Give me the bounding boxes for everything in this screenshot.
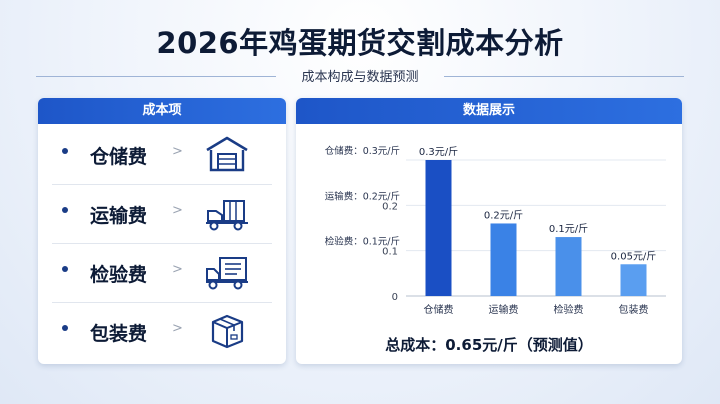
cost-item-label: 包装费: [90, 323, 148, 345]
bar: [490, 223, 517, 296]
x-category-label: 检验费: [554, 303, 584, 316]
bullet: [62, 148, 68, 154]
x-category-label: 仓储费: [424, 303, 454, 316]
package-box-icon: [211, 314, 244, 349]
cost-items-header: 成本项: [38, 98, 286, 124]
cost-item-label: 运输费: [90, 205, 148, 227]
bar-data-label: 0.3元/斤: [419, 146, 458, 158]
data-display-header: 数据展示: [296, 98, 682, 124]
bullet: [62, 207, 68, 213]
bullet: [62, 325, 68, 331]
x-category-label: 包装费: [619, 303, 649, 316]
subtitle-row: 成本构成与数据预测: [36, 66, 684, 86]
forklift-truck-icon: [206, 200, 248, 231]
bar-data-label: 0.05元/斤: [611, 250, 657, 262]
bar-data-label: 0.1元/斤: [549, 223, 588, 235]
chevron-right-icon: >: [172, 262, 183, 277]
chevron-right-icon: >: [172, 321, 183, 336]
page-title: 2026年鸡蛋期货交割成本分析: [156, 26, 564, 60]
subtitle-divider-right: [444, 76, 684, 77]
side-annotation: 检验费：0.1元/斤: [325, 236, 400, 248]
bar: [620, 264, 647, 296]
bar-data-label: 0.2元/斤: [484, 209, 523, 221]
cost-items-panel: 成本项 仓储费 > 运输费 > 检验费 >: [38, 98, 286, 364]
subtitle-divider-left: [36, 76, 276, 77]
subtitle: 成本构成与数据预测: [301, 70, 419, 85]
x-category-label: 运输费: [489, 303, 519, 316]
side-annotation: 仓储费：0.3元/斤: [325, 145, 400, 157]
chevron-right-icon: >: [172, 144, 183, 159]
warehouse-icon: [206, 136, 248, 172]
bar: [555, 237, 582, 296]
chevron-right-icon: >: [172, 203, 183, 218]
cost-item-label: 仓储费: [90, 146, 148, 168]
data-display-panel: 数据展示 0 0.1 0.2 仓储费：0.3元/斤 运输费：0.2元/斤 检验费：0.1元…: [296, 98, 682, 364]
cost-item-inspection[interactable]: 检验费 >: [52, 244, 272, 303]
cost-item-transport[interactable]: 运输费 >: [52, 185, 272, 244]
cost-item-storage[interactable]: 仓储费 >: [52, 126, 272, 185]
total-cost: 总成本：0.65元/斤（预测值）: [385, 336, 593, 354]
cost-item-packaging[interactable]: 包装费 >: [52, 303, 272, 361]
y-tick-label: 0.1: [382, 247, 398, 258]
bullet: [62, 266, 68, 272]
y-tick-label: 0: [392, 292, 398, 303]
cost-item-label: 检验费: [90, 264, 148, 286]
side-annotation: 运输费：0.2元/斤: [325, 190, 400, 202]
inspection-truck-icon: [206, 257, 248, 290]
bar: [425, 160, 452, 296]
y-tick-label: 0.2: [382, 201, 398, 212]
